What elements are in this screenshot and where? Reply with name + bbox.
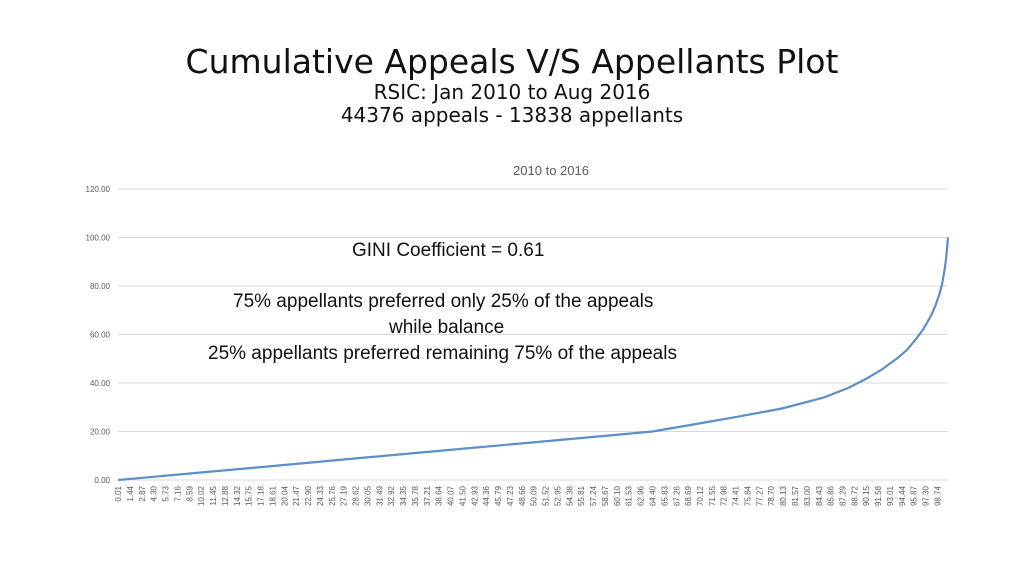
x-tick-label: 65.83 [660, 485, 669, 506]
x-tick-label: 10.02 [197, 485, 206, 506]
x-tick-label: 90.15 [862, 485, 871, 506]
x-tick-label: 84.43 [815, 485, 824, 506]
x-tick-label: 87.29 [839, 485, 848, 506]
x-tick-label: 15.75 [245, 485, 254, 506]
x-tick-label: 5.73 [162, 485, 171, 501]
x-tick-label: 11.45 [209, 485, 218, 505]
y-tick-label: 60.00 [90, 331, 111, 340]
y-tick-label: 0.00 [94, 476, 110, 485]
x-tick-label: 1.44 [126, 485, 135, 501]
x-tick-label: 28.62 [352, 485, 361, 506]
x-tick-label: 67.26 [672, 485, 681, 506]
x-tick-label: 24.33 [316, 485, 325, 506]
x-tick-label: 95.87 [910, 485, 919, 506]
x-tick-label: 91.58 [874, 485, 883, 506]
y-tick-label: 120.00 [86, 185, 111, 194]
x-tick-label: 18.61 [268, 485, 277, 506]
x-tick-label: 37.21 [423, 485, 432, 506]
x-tick-label: 7.16 [173, 485, 182, 501]
x-tick-label: 72.98 [720, 485, 729, 506]
x-tick-label: 8.59 [185, 485, 194, 501]
x-tick-label: 38.64 [435, 485, 444, 506]
x-tick-label: 74.41 [732, 485, 741, 506]
y-tick-label: 20.00 [90, 428, 111, 437]
x-tick-label: 93.01 [886, 485, 895, 506]
x-tick-label: 44.36 [482, 485, 491, 506]
x-tick-label: 30.05 [363, 485, 372, 506]
x-tick-label: 17.18 [257, 485, 266, 506]
x-tick-label: 55.81 [577, 485, 586, 506]
x-tick-label: 60.10 [613, 485, 622, 506]
x-tick-label: 41.50 [458, 485, 467, 506]
x-tick-label: 75.84 [743, 485, 752, 506]
x-tick-label: 47.23 [506, 485, 515, 506]
x-tick-label: 62.96 [637, 485, 646, 506]
x-tick-label: 81.57 [791, 485, 800, 506]
x-tick-label: 20.04 [280, 485, 289, 506]
series-line-cumulative [118, 237, 950, 482]
x-tick-label: 52.95 [553, 485, 562, 506]
annotation-line-3: 25% appellants preferred remaining 75% o… [208, 343, 677, 364]
x-tick-label: 97.30 [922, 485, 931, 506]
x-tick-label: 51.52 [542, 485, 551, 506]
x-tick-label: 45.79 [494, 485, 503, 506]
annotation-line-1: 75% appellants preferred only 25% of the… [233, 291, 654, 312]
x-tick-label: 58.67 [601, 485, 610, 506]
slide-subtitle-period: RSIC: Jan 2010 to Aug 2016 [373, 80, 651, 104]
x-tick-label: 4.30 [150, 485, 159, 501]
x-tick-label: 80.13 [779, 485, 788, 506]
x-tick-label: 50.09 [530, 485, 539, 506]
y-tick-label: 80.00 [90, 282, 111, 291]
x-tick-label: 25.76 [328, 485, 337, 506]
x-tick-label: 68.69 [684, 485, 693, 506]
x-tick-label: 83.00 [803, 485, 812, 506]
x-tick-label: 21.47 [292, 485, 301, 506]
x-tick-label: 61.53 [625, 485, 634, 506]
x-tick-label: 2.87 [138, 485, 147, 501]
x-tick-label: 14.32 [233, 485, 242, 506]
x-tick-label: 34.35 [399, 485, 408, 506]
x-tick-label: 64.40 [649, 485, 658, 506]
x-tick-label: 32.92 [387, 485, 396, 506]
x-tick-label: 22.90 [304, 485, 313, 506]
annotation-line-2: while balance [389, 317, 505, 338]
x-tick-label: 40.07 [447, 485, 456, 506]
x-tick-label: 12.88 [221, 485, 230, 506]
x-tick-label: 77.27 [755, 485, 764, 506]
x-tick-label: 35.78 [411, 485, 420, 506]
x-tick-label: 78.70 [767, 485, 776, 506]
slide-title: Cumulative Appeals V/S Appellants Plot [185, 42, 839, 81]
x-tick-label: 57.24 [589, 485, 598, 506]
y-tick-label: 40.00 [90, 379, 111, 388]
slide-subtitle-counts: 44376 appeals - 13838 appellants [340, 103, 684, 127]
x-tick-label: 98.74 [934, 485, 943, 506]
x-tick-label: 0.01 [114, 485, 123, 501]
y-tick-label: 100.00 [86, 234, 111, 243]
x-tick-label: 54.38 [565, 485, 574, 506]
x-tick-label: 94.44 [898, 485, 907, 506]
x-tick-label: 85.86 [827, 485, 836, 506]
x-tick-label: 27.19 [340, 485, 349, 506]
gini-annotation: GINI Coefficient = 0.61 [352, 240, 545, 261]
x-tick-label: 70.12 [696, 485, 705, 506]
chart-title: 2010 to 2016 [513, 163, 589, 178]
x-tick-label: 42.93 [470, 485, 479, 506]
x-tick-label: 88.72 [850, 485, 859, 506]
x-tick-label: 71.55 [708, 485, 717, 506]
x-tick-label: 48.66 [518, 485, 527, 506]
x-tick-label: 31.49 [375, 485, 384, 506]
